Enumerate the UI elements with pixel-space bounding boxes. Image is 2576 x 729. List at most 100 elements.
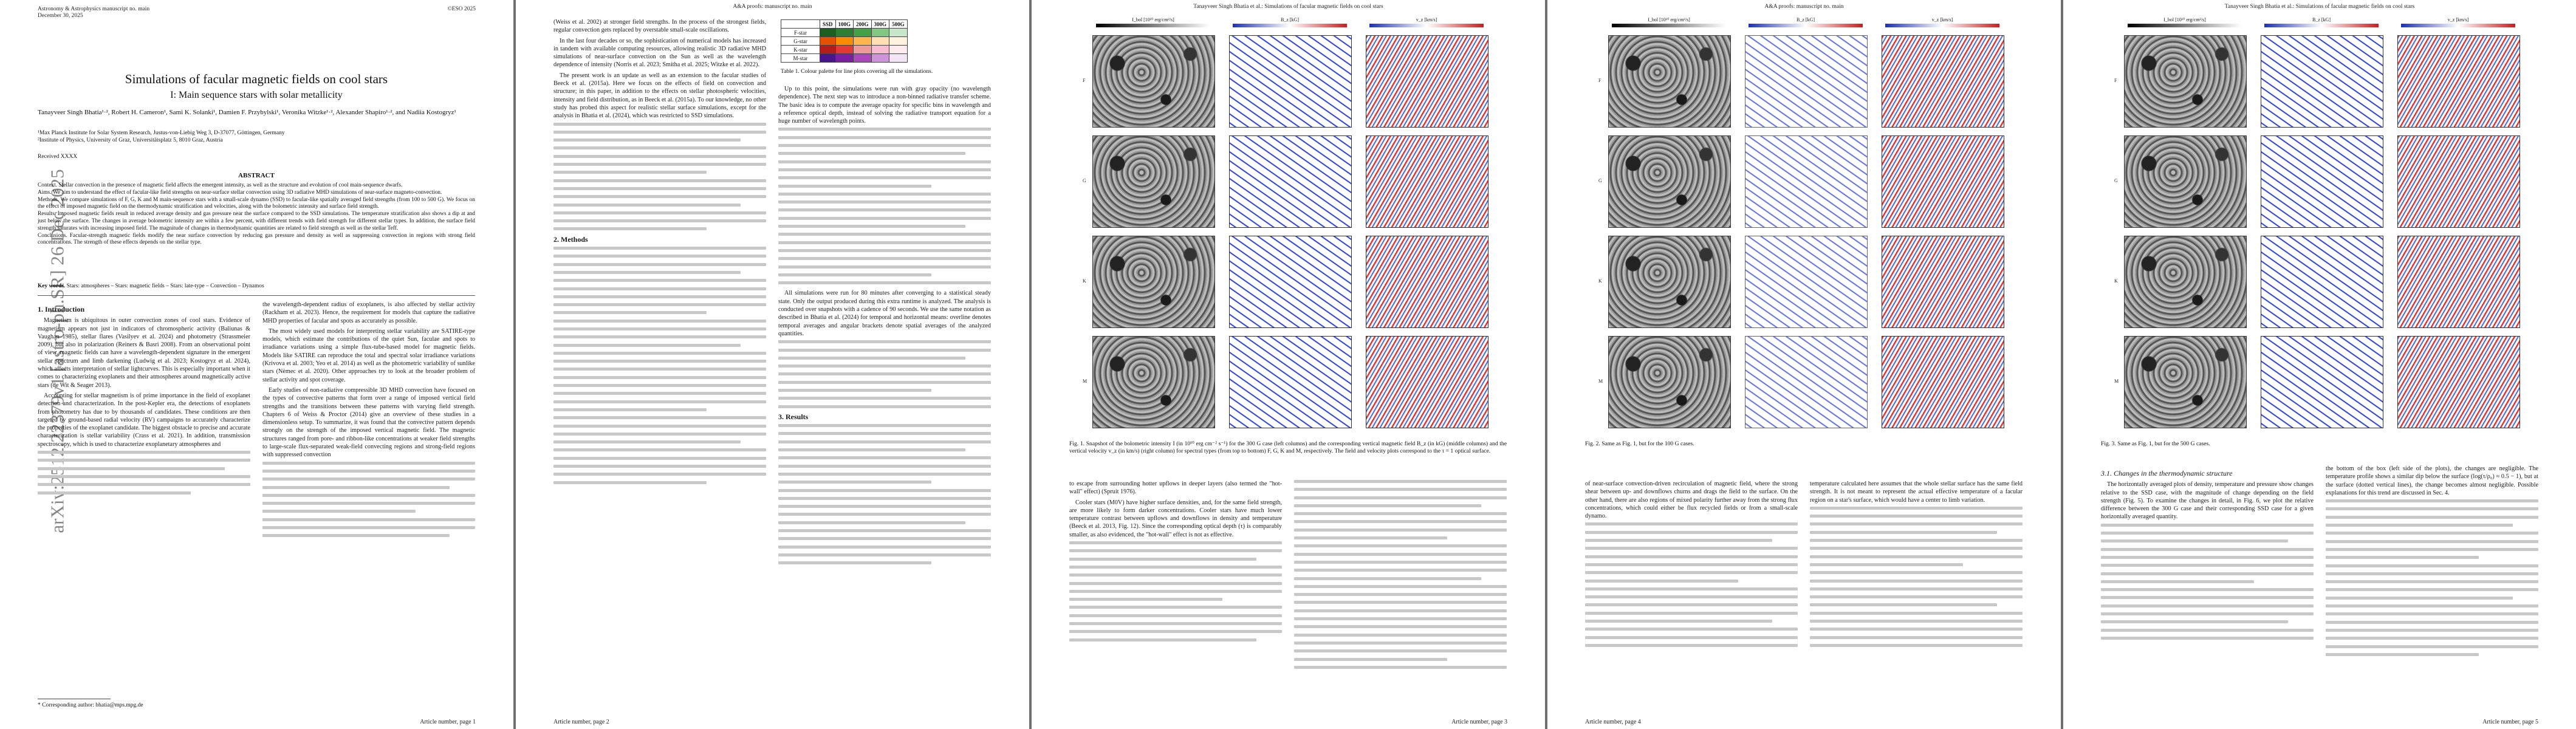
body-text-filler [778,424,991,565]
bz-panel-K [2261,236,2383,328]
table-row: M-star [781,53,908,63]
vz-panel-F [2397,35,2520,128]
colorbar-gradient [1096,24,1210,27]
colorbar-bz: B_z [kG] [1229,17,1351,29]
abstract-methods: Methods. We compare simulations of F, G,… [38,196,475,210]
row-label-M: M [1083,378,1088,384]
body-text-filler [1294,480,1507,669]
page-footer: Article number, page 5 [2482,719,2538,725]
vz-panel-K [2397,236,2520,328]
page5-column-right: the bottom of the box (left side of the … [2326,465,2538,705]
table-row: G-star [781,36,908,46]
swatch [820,45,836,54]
vz-panel-F [1882,35,2004,128]
colorbar-intensity: I_bol [10¹⁰ erg/cm²/s] [1092,17,1214,29]
intensity-panel-G [2124,135,2247,228]
row-label-G: G [1083,178,1086,183]
page-footer: Article number, page 3 [1451,719,1507,725]
page-5: Tanayveer Singh Bhatia et al.: Simulatio… [2063,0,2576,729]
row-label-F: F [1598,78,1601,83]
table-caption: Table 1. Colour palette for line plots c… [781,68,933,75]
table-header-cell: 200G [853,19,872,29]
figure-2-caption: Fig. 2. Same as Fig. 1, but for the 100 … [1585,440,1694,447]
footnote: * Corresponding author: bhatia@mps.mpg.d… [38,702,143,708]
bz-panel-G [1229,135,1352,228]
col2-paragraph-2: The most widely used models for interpre… [262,327,475,383]
swatch [853,36,872,46]
swatch [889,53,908,63]
bz-panel-M [1229,336,1352,428]
abstract-results: Results. Imposed magnetic fields result … [38,211,475,231]
bz-panel-M [1745,336,1868,428]
figure-3: I_bol [10¹⁰ erg/cm²/s] B_z [kG] v_z [km/… [2112,17,2531,436]
bz-panel-F [1229,35,1352,128]
page3-column-right [1294,480,1507,705]
body-text-filler [1810,506,2023,647]
colorbar-title: I_bol [10¹⁰ erg/cm²/s] [2163,17,2206,22]
row-label-K: K [2114,278,2118,284]
abstract-rule [38,295,475,296]
page2-column-left: (Weiss et al. 2002) at stronger field st… [553,18,766,705]
colorbar-vz: v_z [km/s] [2397,17,2519,29]
page-4: A&A proofs: manuscript no. main I_bol [1… [1547,0,2061,729]
figure-1: I_bol [10¹⁰ erg/cm²/s] B_z [kG] v_z [km/… [1080,17,1499,436]
swatch [820,53,836,63]
row-label: K-star [781,45,820,54]
swatch [820,36,836,46]
bz-panel-F [1745,35,1868,128]
col2-paragraph-3: Early studies of non-radiative compressi… [262,386,475,459]
page-2: A&A proofs: manuscript no. main (Weiss e… [516,0,1029,729]
colorbar-gradient [1612,24,1726,27]
p4-paragraph-2: temperature calculated here assumes that… [1810,481,2023,504]
body-text-filler [1585,522,1798,647]
page4-column-right: temperature calculated here assumes that… [1810,480,2023,705]
col2-paragraph-1: the wavelength-dependent radius of exopl… [262,301,475,324]
body-text-filler [778,128,991,285]
paper-title: Simulations of facular magnetic fields o… [125,72,388,86]
colorbar-gradient [1749,24,1863,27]
row-label-G: G [2114,178,2118,183]
colorbar-vz: v_z [km/s] [1882,17,2003,29]
row-label: F-star [781,28,820,37]
page4-column-left: of near-surface convection-driven recirc… [1585,480,1798,705]
intensity-panel-G [1092,135,1215,228]
p2-paragraph-3: The present work is an update as well as… [553,72,766,120]
page1-column-right: the wavelength-dependent radius of exopl… [262,301,475,708]
colorbar-title: I_bol [10¹⁰ erg/cm²/s] [1132,17,1174,22]
colorbar-title: B_z [kG] [1281,17,1299,22]
figure-2: I_bol [10¹⁰ erg/cm²/s] B_z [kG] v_z [km/… [1596,17,2015,436]
intensity-panel-F [1092,35,1215,128]
bz-panel-F [2261,35,2383,128]
intensity-panel-M [1092,336,1215,428]
p2-paragraph-2: In the last four decades or so, the soph… [553,37,766,69]
vz-panel-K [1366,236,1488,328]
body-text-filler [262,461,475,538]
table-header-cell [781,19,820,29]
swatch [889,45,908,54]
row-label-K: K [1083,278,1086,284]
intensity-panel-F [2124,35,2247,128]
row-label-F: F [1083,78,1086,83]
body-text-filler [778,340,991,408]
affiliation-2: ²Institute of Physics, University of Gra… [38,137,223,143]
swatch [835,45,854,54]
abstract-conclusions: Conclusions. Facular-strength magnetic f… [38,232,475,246]
journal-name: Astronomy & Astrophysics manuscript no. … [38,6,150,12]
running-header: Tanayveer Singh Bhatia et al.: Simulatio… [1193,4,1383,10]
swatch [889,28,908,37]
swatch [853,28,872,37]
intensity-panel-K [2124,236,2247,328]
body-text-filler [2326,499,2538,656]
colorbar-gradient [1233,24,1347,27]
swatch [835,28,854,37]
table-header-cell: 300G [871,19,890,29]
bz-panel-K [1229,236,1352,328]
body-text-filler [2101,523,2314,640]
authors: Tanayveer Singh Bhatia¹·², Robert H. Cam… [38,109,456,116]
vz-panel-F [1366,35,1488,128]
page2-column-right: Up to this point, the simulations were r… [778,85,991,705]
running-header: A&A proofs: manuscript no. main [733,4,812,10]
colorbar-gradient [1369,24,1484,27]
p5-paragraph-1: The horizontally averaged plots of densi… [2101,481,2314,521]
body-text-filler [1069,541,1282,642]
